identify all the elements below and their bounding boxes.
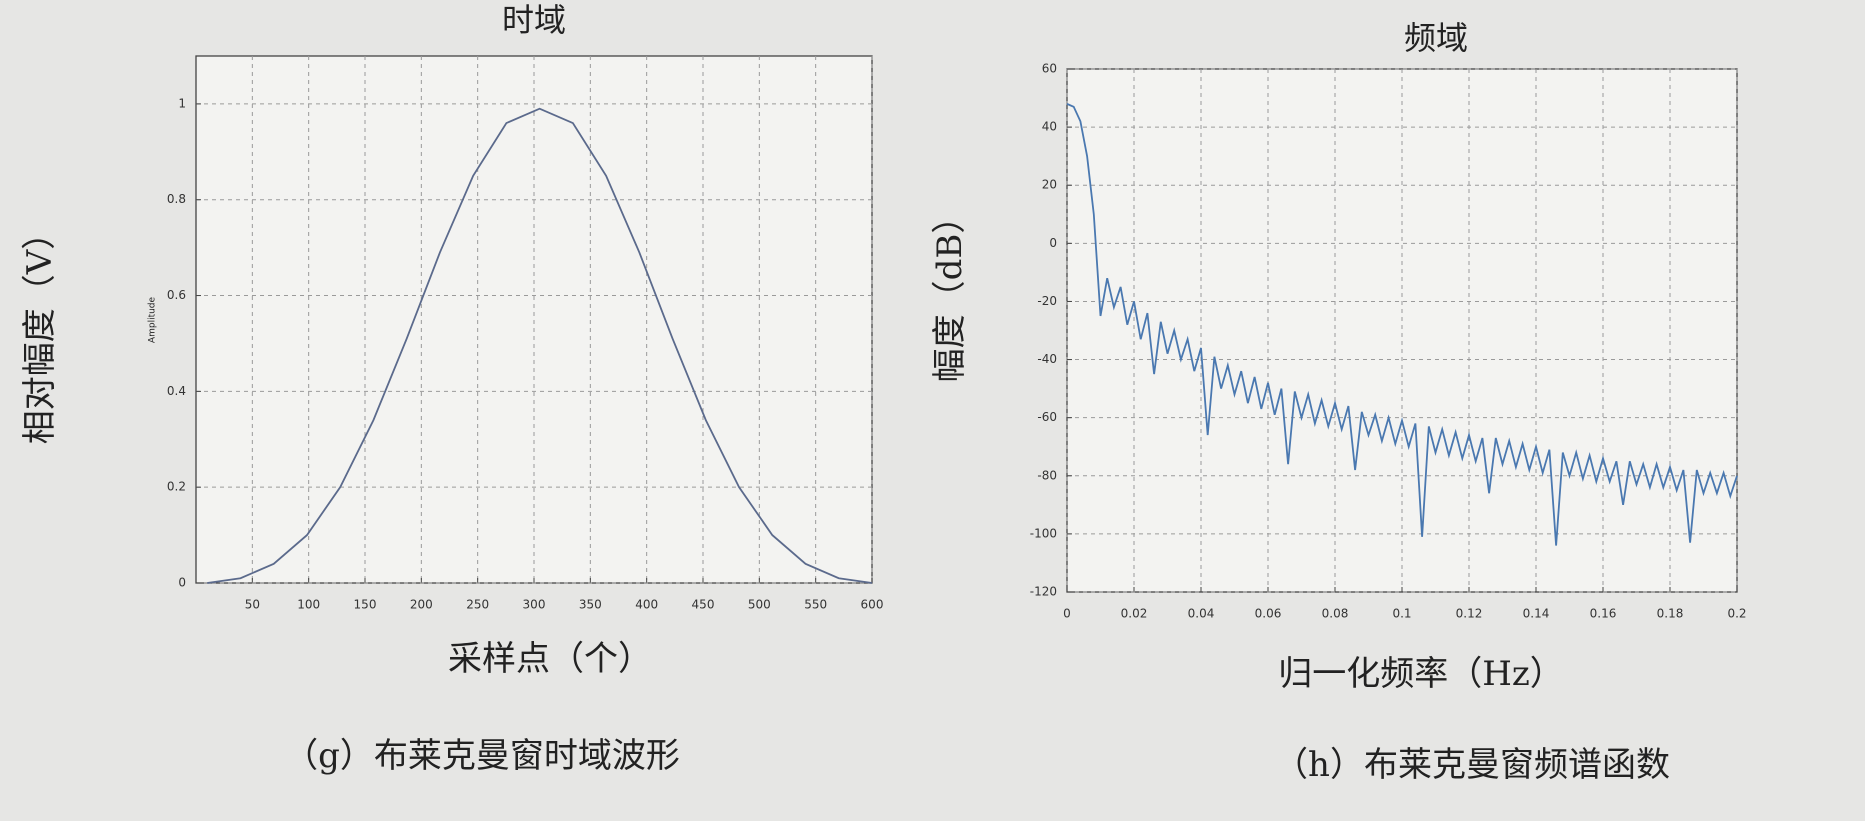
figure-caption: （h）布莱克曼窗频谱函数 [1274,745,1670,785]
y-tick-label: 0.4 [167,384,186,398]
x-tick-label: 0 [1063,607,1071,621]
y-tick-label: 0 [1049,236,1057,250]
x-tick-label: 0.12 [1456,607,1483,621]
x-tick-label: 0.08 [1322,607,1349,621]
y-tick-label: 1 [178,96,186,110]
chart-title: 时域 [502,1,566,39]
x-tick-label: 0.06 [1255,607,1282,621]
x-tick-label: 350 [579,598,602,612]
plot-area [1066,68,1738,593]
chart-title: 频域 [1404,19,1468,57]
y-axis-sublabel: Amplitude [148,296,158,343]
y-tick-label: -60 [1037,410,1057,424]
x-tick-label: 450 [692,598,715,612]
y-tick-label: -120 [1030,585,1057,599]
data-line [207,107,873,584]
figure-caption: （g）布莱克曼窗时域波形 [284,736,680,776]
y-tick-label: -100 [1030,526,1057,540]
x-tick-label: 0.2 [1727,607,1746,621]
x-tick-label: 200 [410,598,433,612]
y-tick-label: -20 [1037,294,1057,308]
x-tick-label: 0.14 [1523,607,1550,621]
y-tick-label: 0.8 [167,192,186,206]
y-axis-label: 幅度（dB） [930,200,970,383]
x-tick-label: 600 [861,598,884,612]
y-tick-label: -80 [1037,468,1057,482]
y-tick-label: 20 [1042,178,1057,192]
data-line [1066,103,1738,546]
x-tick-label: 0.16 [1590,607,1617,621]
y-tick-label: 40 [1042,120,1057,134]
y-tick-label: 0.6 [167,288,186,302]
x-tick-label: 0.02 [1121,607,1148,621]
x-tick-label: 100 [297,598,320,612]
x-tick-label: 550 [804,598,827,612]
x-tick-label: 150 [354,598,377,612]
x-tick-label: 250 [466,598,489,612]
y-tick-label: 60 [1042,62,1057,76]
plot-area [195,55,873,584]
y-tick-label: -40 [1037,352,1057,366]
x-tick-label: 0.18 [1657,607,1684,621]
x-tick-label: 0.1 [1392,607,1411,621]
y-tick-label: 0.2 [167,480,186,494]
x-tick-label: 50 [245,598,260,612]
x-axis-label: 采样点（个） [448,639,652,679]
x-tick-label: 400 [635,598,658,612]
x-tick-label: 0.04 [1188,607,1215,621]
y-tick-label: 0 [178,576,186,590]
x-tick-label: 500 [748,598,771,612]
x-axis-label: 归一化频率（Hz） [1278,654,1564,694]
y-axis-label: 相对幅度（V） [20,216,60,445]
x-tick-label: 300 [523,598,546,612]
